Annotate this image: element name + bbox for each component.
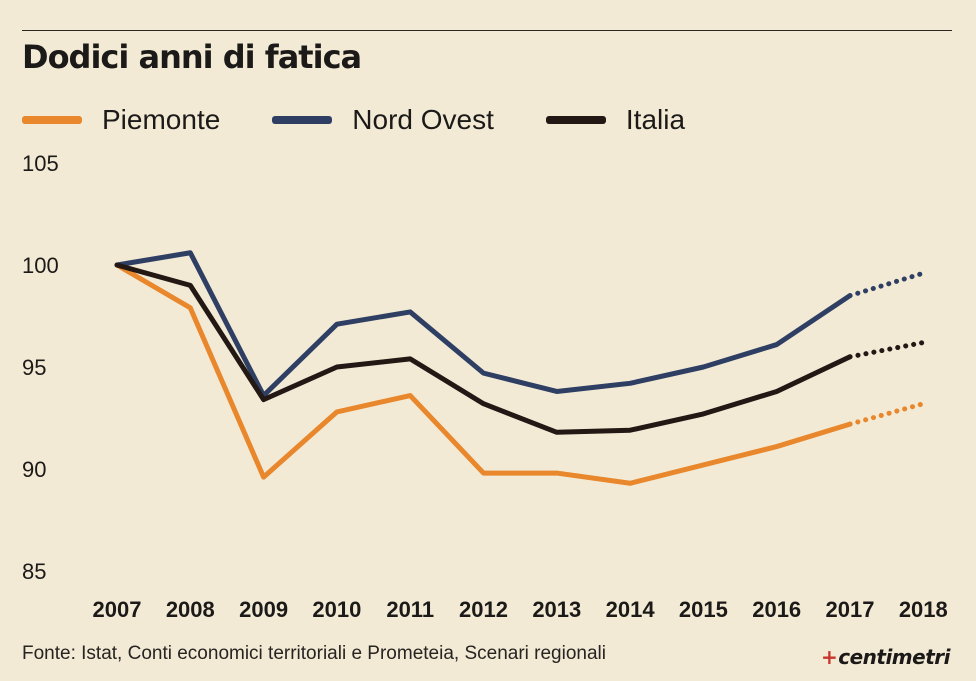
y-tick-label: 100: [22, 253, 59, 278]
x-tick-label: 2013: [532, 597, 581, 622]
projection-line-piemonte: [847, 401, 926, 427]
series-line-italia: [114, 262, 853, 435]
brand-name: centimetri: [838, 645, 950, 669]
projection-line-nord-ovest: [847, 270, 926, 299]
legend-label-italia: Italia: [625, 104, 686, 135]
x-tick-label: 2011: [386, 597, 434, 622]
y-tick-label: 90: [22, 457, 46, 482]
legend-swatch-nord-ovest: [272, 116, 333, 124]
x-tick-label: 2009: [239, 597, 288, 622]
source-note: Fonte: Istat, Conti economici territoria…: [22, 643, 606, 664]
legend-item-nord-ovest: Nord Ovest: [272, 104, 494, 136]
legend-swatch-italia: [545, 116, 606, 124]
top-rule: [22, 30, 952, 31]
x-tick-label: 2014: [606, 597, 656, 622]
legend-item-italia: Italia: [545, 104, 686, 136]
legend-swatch-piemonte: [22, 116, 82, 124]
legend-label-nord-ovest: Nord Ovest: [352, 104, 494, 135]
y-tick-label: 95: [22, 355, 46, 380]
publisher-logo: +centimetri: [820, 645, 951, 669]
x-tick-label: 2007: [93, 597, 142, 622]
y-tick-label: 105: [22, 151, 59, 176]
series-line-piemonte: [114, 262, 853, 486]
x-tick-label: 2015: [679, 597, 728, 622]
x-tick-label: 2008: [166, 597, 215, 622]
legend-item-piemonte: Piemonte: [22, 104, 220, 136]
x-tick-label: 2018: [899, 597, 948, 622]
series-line-nord-ovest: [114, 250, 853, 399]
x-tick-label: 2016: [752, 597, 801, 622]
chart-title: Dodici anni di fatica: [22, 38, 362, 76]
y-tick-label: 85: [22, 559, 46, 584]
legend: Piemonte Nord Ovest Italia: [22, 100, 737, 140]
projection-line-italia: [847, 340, 926, 360]
legend-label-piemonte: Piemonte: [102, 104, 221, 135]
x-tick-label: 2017: [826, 597, 875, 622]
x-tick-label: 2012: [459, 597, 508, 622]
plus-icon: +: [820, 645, 838, 669]
x-tick-label: 2010: [312, 597, 361, 622]
